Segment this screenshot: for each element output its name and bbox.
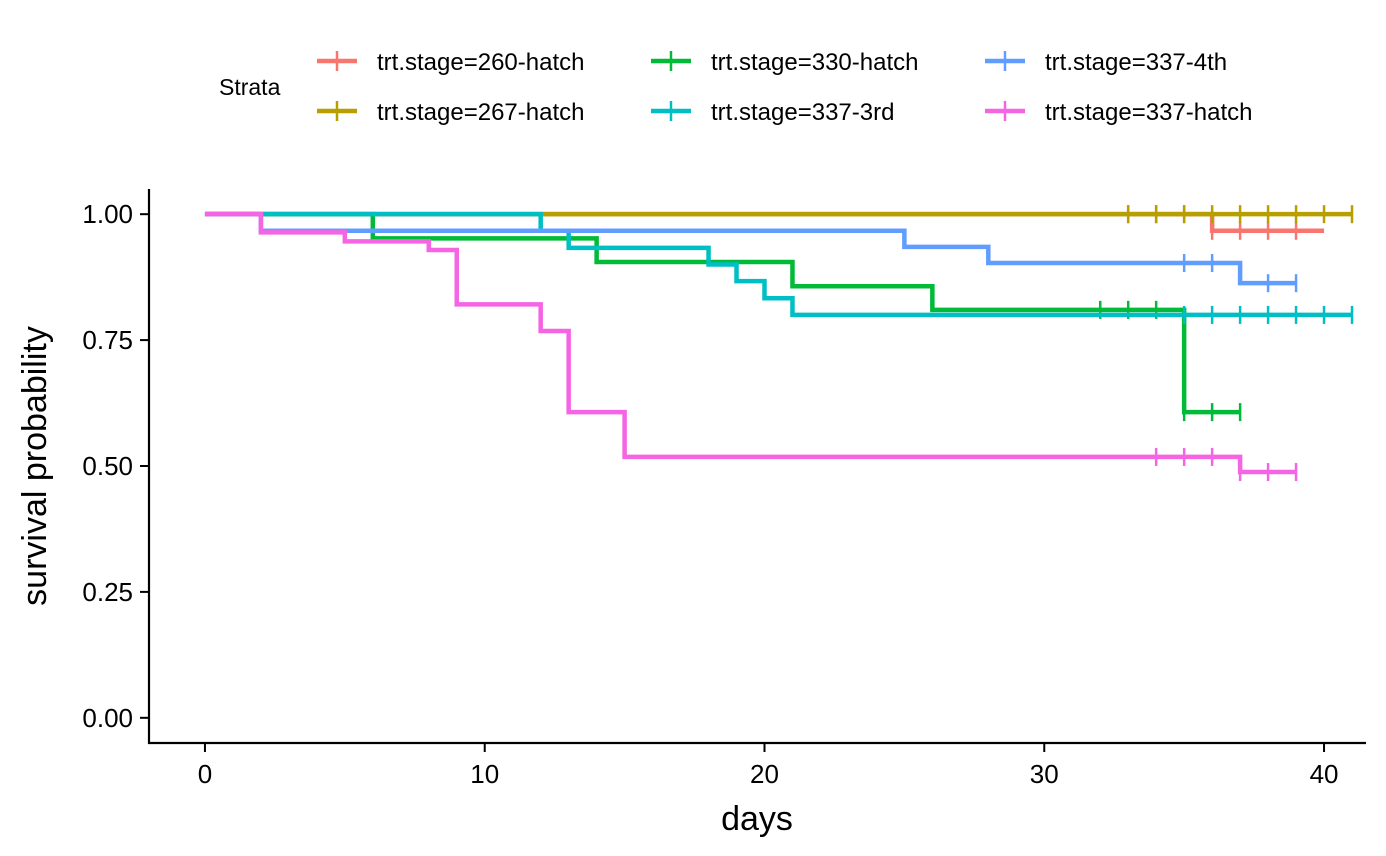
legend-item-0: trt.stage=260-hatch (317, 49, 584, 76)
legend-label: trt.stage=330-hatch (711, 49, 918, 76)
x-tick-label: 0 (198, 759, 212, 789)
x-tick-label: 10 (470, 759, 499, 789)
legend-label: trt.stage=337-hatch (1045, 99, 1252, 126)
x-tick-label: 20 (750, 759, 779, 789)
legend-label: trt.stage=337-4th (1045, 49, 1227, 76)
y-tick-label: 0.50 (82, 451, 133, 481)
legend-label: trt.stage=260-hatch (377, 49, 584, 76)
legend-title: Strata (219, 74, 281, 100)
series-line (204, 211, 1297, 286)
legend-label: trt.stage=267-hatch (377, 99, 584, 126)
legend-item-3: trt.stage=337-3rd (651, 99, 894, 126)
y-ticks: 0.00 0.25 0.50 0.75 1.00 (82, 199, 149, 733)
series-line (204, 211, 1297, 475)
x-tick-label: 30 (1030, 759, 1059, 789)
legend-label: trt.stage=337-3rd (711, 99, 894, 126)
x-ticks: 0 10 20 30 40 (198, 743, 1339, 789)
legend-item-5: trt.stage=337-hatch (985, 99, 1252, 126)
y-axis-title: survival probability (16, 326, 54, 606)
plot-area: 0 10 20 30 40 0.00 0.25 0.50 0.75 1.00 (82, 189, 1366, 789)
y-tick-label: 0.00 (82, 703, 133, 733)
series-2 (204, 211, 1242, 422)
x-tick-label: 40 (1310, 759, 1339, 789)
series-line (204, 211, 1241, 415)
legend-item-1: trt.stage=267-hatch (317, 99, 584, 126)
y-tick-label: 0.75 (82, 325, 133, 355)
legend-item-4: trt.stage=337-4th (985, 49, 1227, 76)
x-axis-title: days (721, 800, 793, 838)
legend-item-2: trt.stage=330-hatch (651, 49, 918, 76)
legend: Strata trt.stage=260-hatch trt.stage=267-… (219, 49, 1252, 126)
series-layer (204, 205, 1354, 482)
y-tick-label: 1.00 (82, 199, 133, 229)
y-tick-label: 0.25 (82, 577, 133, 607)
series-5 (204, 211, 1298, 482)
